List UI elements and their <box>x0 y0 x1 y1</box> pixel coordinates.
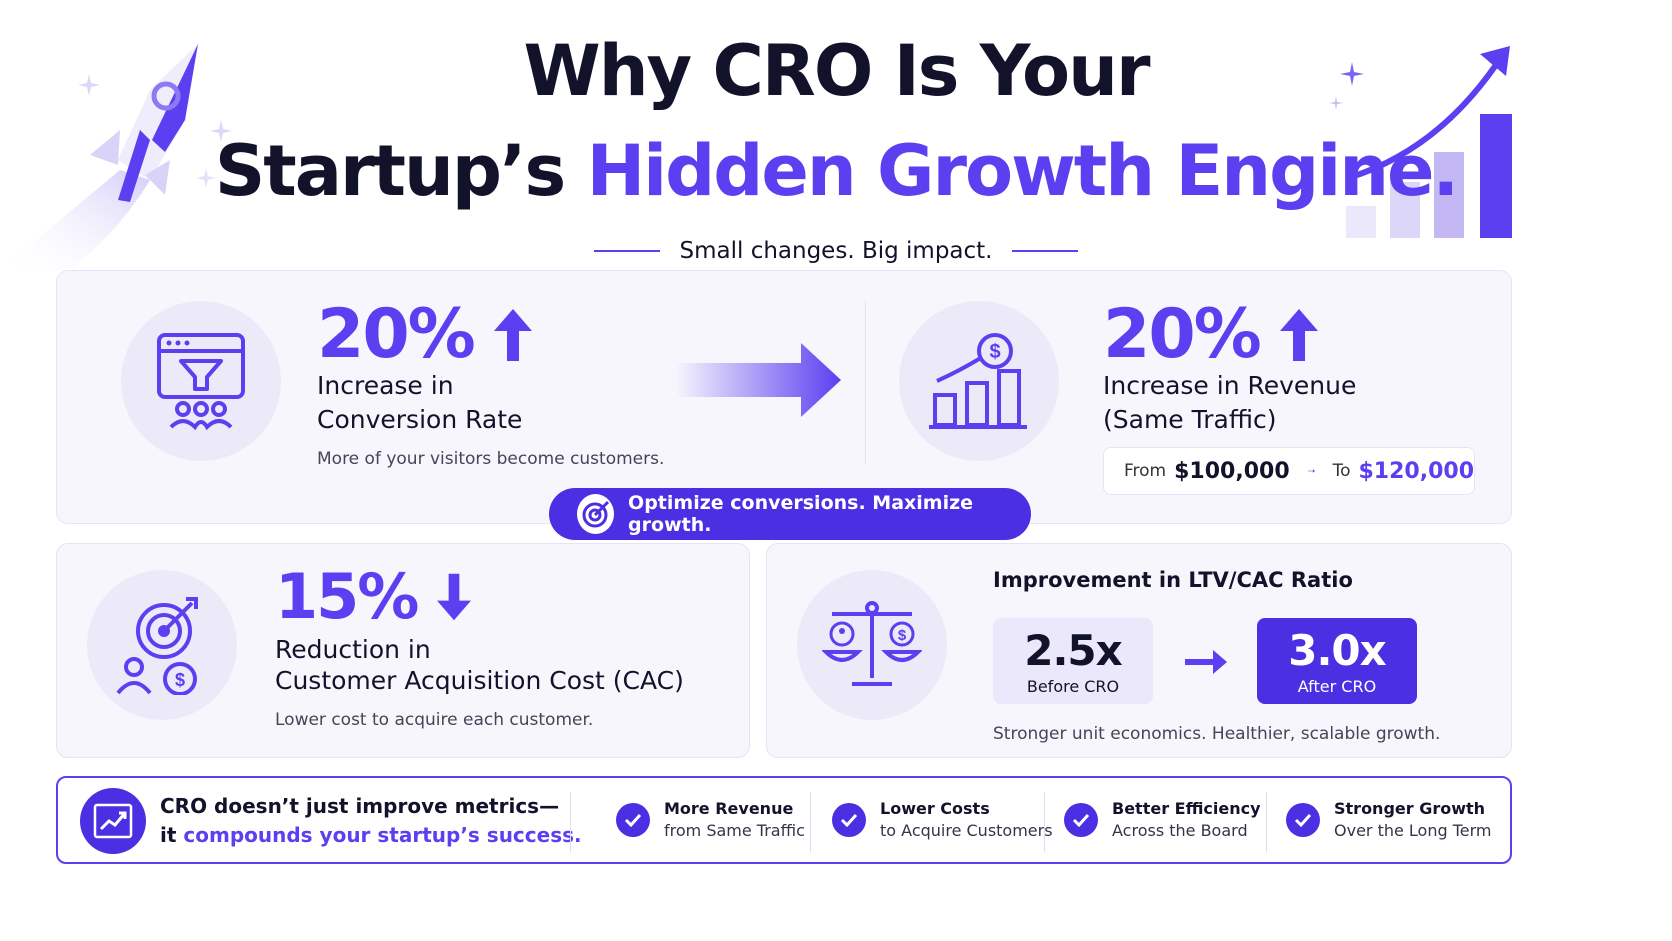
conversion-icon-circle <box>121 301 281 461</box>
subtitle-dash-right <box>1012 250 1079 252</box>
summary-line2: it compounds your startup’s success. <box>160 821 582 850</box>
conversion-value: 20% <box>317 295 534 374</box>
benefit-title: More Revenue <box>664 799 794 818</box>
from-label: From <box>1124 461 1167 481</box>
benefit-subtitle: to Acquire Customers <box>880 821 1053 840</box>
summary-bar: CRO doesn’t just improve metrics— it com… <box>56 776 1512 864</box>
tagline-pill: Optimize conversions. Maximize growth. <box>549 488 1031 540</box>
ltv-card: $ Improvement in LTV/CAC Ratio 2.5x Befo… <box>766 543 1512 758</box>
benefit-item: Stronger Growth Over the Long Term <box>1286 798 1492 842</box>
target-icon: $ <box>116 597 198 695</box>
revenue-value: 20% <box>1103 295 1320 374</box>
conversion-label: Increase in Conversion Rate <box>317 369 522 437</box>
conversion-description: More of your visitors become customers. <box>317 449 665 469</box>
check-icon <box>616 803 650 837</box>
benefit-title: Lower Costs <box>880 799 990 818</box>
cac-icon-circle: $ <box>87 570 237 720</box>
tagline-text: Optimize conversions. Maximize growth. <box>628 492 974 536</box>
ltv-title: Improvement in LTV/CAC Ratio <box>993 568 1353 592</box>
conversion-revenue-card: 20% Increase in Conversion Rate More of … <box>56 270 1512 524</box>
cac-description: Lower cost to acquire each customer. <box>275 710 594 730</box>
revenue-label-line2: (Same Traffic) <box>1103 405 1277 434</box>
arrow-up-icon <box>1279 308 1318 361</box>
from-value: $100,000 <box>1174 458 1290 484</box>
ltv-description: Stronger unit economics. Healthier, scal… <box>993 724 1441 744</box>
benefit-title: Better Efficiency <box>1112 799 1261 818</box>
benefit-item: More Revenue from Same Traffic <box>616 798 805 842</box>
conversion-label-line2: Conversion Rate <box>317 405 523 434</box>
page-title-line2: Startup’s Hidden Growth Engine. <box>0 130 1672 212</box>
arrow-down-icon <box>437 573 472 620</box>
rocket-illustration <box>0 30 250 270</box>
summary-line2-a: it <box>160 823 177 847</box>
cac-value-text: 15% <box>275 560 419 633</box>
svg-text:$: $ <box>175 670 185 690</box>
after-value: 3.0x <box>1288 626 1386 675</box>
ltv-icon-circle: $ <box>797 570 947 720</box>
check-icon <box>1286 803 1320 837</box>
svg-text:$: $ <box>989 341 1000 363</box>
summary-separator <box>570 792 571 852</box>
cac-card: $ 15% Reduction in Customer Acquisition … <box>56 543 750 758</box>
arrow-right-icon <box>1185 648 1227 680</box>
scale-icon: $ <box>822 601 922 686</box>
after-label: After CRO <box>1297 677 1377 696</box>
benefit-subtitle: Across the Board <box>1112 821 1248 840</box>
check-icon <box>832 803 866 837</box>
sparkle-icon <box>210 120 232 146</box>
before-label: Before CRO <box>1026 677 1120 696</box>
check-icon <box>1064 803 1098 837</box>
subtitle-dash-left <box>593 250 660 252</box>
benefit-separator <box>810 792 811 852</box>
trend-icon <box>80 788 146 854</box>
to-label: To <box>1332 461 1351 481</box>
benefit-subtitle: from Same Traffic <box>664 821 805 840</box>
cac-label-line2: Customer Acquisition Cost (CAC) <box>275 666 684 695</box>
revenue-value-text: 20% <box>1103 295 1262 374</box>
target-icon <box>577 494 615 534</box>
sparkle-icon <box>78 74 100 100</box>
funnel-browser-icon <box>157 333 245 431</box>
title-part-a: Startup’s <box>214 130 566 212</box>
benefit-title: Stronger Growth <box>1334 799 1486 818</box>
revenue-chart-icon: $ <box>929 333 1027 429</box>
arrow-right-icon <box>675 341 843 423</box>
cac-value: 15% <box>275 560 473 633</box>
before-cro-box: 2.5x Before CRO <box>993 618 1153 704</box>
page-title-line1: Why CRO Is Your <box>523 30 1151 112</box>
revenue-from-to: From $100,000 To $120,000 <box>1103 447 1475 495</box>
summary-line2-accent: compounds your startup’s success. <box>183 823 582 847</box>
growth-chart-icon <box>1329 40 1530 250</box>
benefit-item: Better Efficiency Across the Board <box>1064 798 1261 842</box>
to-value: $120,000 <box>1358 458 1474 484</box>
subtitle: Small changes. Big impact. <box>679 238 993 264</box>
benefit-subtitle: Over the Long Term <box>1334 821 1492 840</box>
sparkle-icon <box>196 168 216 192</box>
svg-text:$: $ <box>898 627 907 644</box>
benefit-separator <box>1266 792 1267 852</box>
arrow-right-icon <box>1307 469 1315 473</box>
summary-headline: CRO doesn’t just improve metrics— it com… <box>160 792 582 850</box>
cac-label: Reduction in Customer Acquisition Cost (… <box>275 634 684 696</box>
cac-label-line1: Reduction in <box>275 635 431 664</box>
revenue-label-line1: Increase in Revenue <box>1103 371 1357 400</box>
after-cro-box: 3.0x After CRO <box>1257 618 1417 704</box>
benefit-item: Lower Costs to Acquire Customers <box>832 798 1053 842</box>
arrow-up-icon <box>493 308 532 361</box>
before-value: 2.5x <box>1024 626 1122 675</box>
conversion-value-text: 20% <box>317 295 476 374</box>
revenue-label: Increase in Revenue (Same Traffic) <box>1103 369 1356 437</box>
subtitle-row: Small changes. Big impact. <box>0 238 1672 264</box>
summary-line1: CRO doesn’t just improve metrics— <box>160 794 560 818</box>
card-divider <box>865 301 866 465</box>
conversion-label-line1: Increase in <box>317 371 454 400</box>
revenue-icon-circle: $ <box>899 301 1059 461</box>
benefit-separator <box>1044 792 1045 852</box>
title-part-accent: Hidden Growth Engine. <box>586 130 1460 212</box>
